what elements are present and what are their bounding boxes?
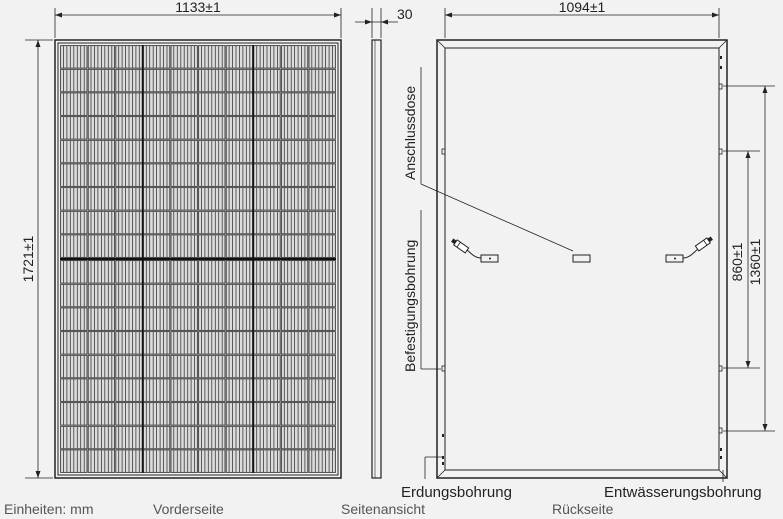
side-frame: [371, 39, 382, 479]
mounting-holes: [441, 56, 723, 465]
mounting-hole-right-outer-bottom: [718, 427, 723, 434]
grounding-hole-callout: Erdungsbohrung: [401, 456, 512, 501]
grounding-hole-label: Erdungsbohrung: [401, 484, 512, 501]
front-view: [54, 39, 342, 479]
captions: Einheiten: mm Vorderseite Seitenansicht …: [4, 501, 614, 517]
mounting-hole-right-outer-top: [718, 83, 723, 90]
back-frame-outer: [436, 39, 728, 479]
drain-hole-label: Entwässerungsbohrung: [604, 484, 762, 501]
mounting-hole-left-bottom: [441, 365, 446, 372]
junction-box-callout: Anschlussdose: [402, 67, 574, 252]
mounting-hole-label: Befestigungsbohrung: [402, 240, 418, 372]
junction-box-label: Anschlussdose: [402, 86, 418, 180]
back-caption: Rückseite: [552, 501, 614, 517]
back-width-label: 1094±1: [559, 0, 606, 15]
side-view: 30: [355, 6, 413, 479]
back-frame-inner: [444, 47, 720, 471]
front-frame-outer: [54, 39, 342, 479]
side-caption: Seitenansicht: [341, 501, 425, 517]
inner-spacing-dimension: 860±1: [723, 150, 760, 369]
outer-spacing-dimension: 1360±1: [723, 85, 775, 432]
mounting-hole-right-top: [718, 148, 723, 155]
back-view: [436, 39, 728, 479]
connector-right: [694, 236, 713, 252]
side-depth-label: 30: [397, 6, 413, 22]
junction-boxes: [451, 236, 713, 263]
front-height-label: 1721±1: [20, 235, 36, 282]
connector-left: [451, 238, 470, 254]
front-width-dimension: 1133±1: [54, 0, 342, 38]
solar-cell-grid: [60, 45, 336, 473]
front-caption: Vorderseite: [153, 501, 224, 517]
units-caption: Einheiten: mm: [4, 501, 93, 517]
junction-box-center: [572, 254, 591, 263]
outer-spacing-label: 1360±1: [747, 238, 763, 285]
front-height-dimension: 1721±1: [20, 39, 53, 479]
mounting-hole-callout: Befestigungsbohrung: [402, 210, 441, 372]
front-width-label: 1133±1: [175, 0, 221, 15]
mounting-hole-right-bottom: [718, 365, 723, 372]
drain-hole-callout: Entwässerungsbohrung: [604, 470, 762, 501]
inner-spacing-label: 860±1: [729, 242, 745, 281]
mounting-hole-left-top: [441, 148, 446, 155]
front-frame-inner: [57, 42, 339, 476]
back-width-dimension: 1094±1: [444, 0, 720, 38]
